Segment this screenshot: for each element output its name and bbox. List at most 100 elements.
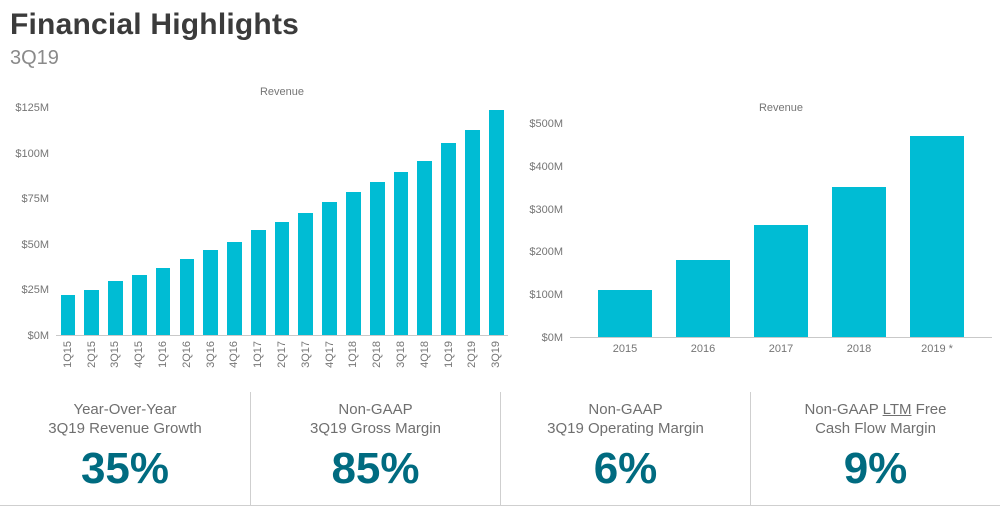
metric-label-line2: Cash Flow Margin xyxy=(815,420,936,438)
bar xyxy=(441,142,457,335)
x-slot: 2Q19 xyxy=(461,336,485,368)
metric-label-line1: Non-GAAP xyxy=(338,400,413,418)
x-tick-label: 1Q16 xyxy=(157,341,170,368)
x-tick-label: 4Q18 xyxy=(418,341,431,368)
metric-label-line1: Non-GAAP xyxy=(588,400,663,418)
metric-value: 35% xyxy=(80,443,170,493)
bar-slot xyxy=(294,108,318,335)
bar-slot xyxy=(175,108,199,335)
metric-label: Non-GAAP LTM Free Cash Flow Margin xyxy=(763,400,988,439)
bar-slot xyxy=(223,108,247,335)
x-slot: 2019 * xyxy=(898,338,976,355)
y-tick-label: $0M xyxy=(27,330,49,342)
bar-slot xyxy=(586,124,664,337)
metric-label-line2: 3Q19 Revenue Growth xyxy=(48,420,202,438)
bar xyxy=(832,186,886,337)
x-slot: 4Q15 xyxy=(127,336,151,368)
y-tick-label: $25M xyxy=(21,284,49,297)
bar-slot xyxy=(151,108,175,335)
metric-label-line2: 3Q19 Operating Margin xyxy=(547,420,704,438)
x-tick-label: 2Q19 xyxy=(466,341,479,368)
bar xyxy=(108,280,123,335)
bar xyxy=(346,191,361,335)
revenue-quarterly-chart: Revenue $125M $100M $75M $50M $25M $0M 1Q15 2Q… xyxy=(0,86,508,368)
bar xyxy=(417,160,433,335)
x-slot: 2015 xyxy=(586,338,664,355)
bar xyxy=(465,129,480,335)
bar-slot xyxy=(199,108,223,335)
y-tick-label: $0M xyxy=(541,332,563,344)
x-tick-label: 3Q16 xyxy=(204,341,217,368)
charts-row: Revenue $125M $100M $75M $50M $25M $0M 1Q15 2Q… xyxy=(0,86,1000,368)
bar-slot xyxy=(127,108,151,335)
metric-label: Non-GAAP 3Q19 Operating Margin xyxy=(513,400,738,439)
metric-label-ltm-underlined: LTM xyxy=(882,400,912,418)
bar-slot xyxy=(461,108,485,335)
x-tick-label: 2015 xyxy=(612,343,638,355)
bar xyxy=(322,202,338,335)
x-slot: 2Q17 xyxy=(270,336,294,368)
metric-label-line1-prefix: Non-GAAP xyxy=(804,400,883,418)
header: Financial Highlights 3Q19 xyxy=(0,8,1000,70)
x-axis: 1Q15 2Q15 3Q15 4Q15 1Q16 2Q16 3Q16 4Q16 1Q17 2Q17… xyxy=(56,336,508,368)
x-tick-label: 2Q15 xyxy=(85,341,98,368)
bar-slot xyxy=(104,108,128,335)
bar xyxy=(910,135,964,337)
y-axis: $125M $100M $75M $50M $25M $0M xyxy=(8,102,56,342)
x-slot: 1Q19 xyxy=(437,336,461,368)
y-tick-label: $400M xyxy=(529,160,563,173)
chart-title: Revenue xyxy=(259,86,305,98)
bar xyxy=(227,242,242,335)
bar xyxy=(369,182,385,335)
metric-free-cash-flow-margin: Non-GAAP LTM Free Cash Flow Margin 9% xyxy=(750,391,1000,506)
x-tick-label: 2017 xyxy=(768,343,794,355)
metric-label: Year-Over-Year 3Q19 Revenue Growth xyxy=(12,400,238,439)
bar-slot xyxy=(484,108,508,335)
x-slot: 2Q16 xyxy=(175,336,199,368)
y-tick-label: $500M xyxy=(529,118,563,130)
x-tick-label: 2Q16 xyxy=(180,341,193,368)
bar-slot xyxy=(80,108,104,335)
metric-label-line1: Year-Over-Year xyxy=(73,400,177,418)
bar-slot xyxy=(742,124,820,337)
metric-value: 85% xyxy=(331,443,420,493)
metric-operating-margin: Non-GAAP 3Q19 Operating Margin 6% xyxy=(500,391,750,506)
y-axis: $500M $400M $300M $200M $100M $0M xyxy=(514,118,570,344)
y-tick-label: $50M xyxy=(21,238,49,251)
bar xyxy=(179,258,195,335)
x-slot: 3Q17 xyxy=(294,336,318,368)
y-tick-label: $300M xyxy=(529,203,563,216)
bar xyxy=(84,289,100,335)
bars xyxy=(570,124,992,338)
bar-slot xyxy=(413,108,437,335)
bar xyxy=(598,290,652,337)
x-tick-label: 1Q17 xyxy=(252,341,265,368)
x-slot: 3Q15 xyxy=(104,336,128,368)
bar xyxy=(274,222,290,335)
bar-slot xyxy=(820,124,898,337)
y-tick-label: $125M xyxy=(15,102,49,114)
x-slot: 4Q16 xyxy=(223,336,247,368)
bar-slot xyxy=(664,124,742,337)
bar xyxy=(131,275,147,335)
bar xyxy=(393,171,409,335)
y-tick-label: $100M xyxy=(15,147,49,160)
metric-value: 9% xyxy=(843,443,908,493)
bar-slot xyxy=(342,108,366,335)
bars xyxy=(56,108,508,336)
metric-label: Non-GAAP 3Q19 Gross Margin xyxy=(263,400,488,439)
x-tick-label: 2Q18 xyxy=(371,341,384,368)
x-tick-label: 3Q17 xyxy=(299,341,312,368)
x-slot: 1Q15 xyxy=(56,336,80,368)
x-tick-label: 4Q17 xyxy=(323,341,336,368)
bar xyxy=(298,213,314,335)
x-tick-label: 3Q15 xyxy=(109,341,122,368)
chart-body: $500M $400M $300M $200M $100M $0M 2015 2016 201… xyxy=(514,118,992,355)
x-slot: 4Q18 xyxy=(413,336,437,368)
y-tick-label: $200M xyxy=(529,246,563,259)
bar-slot xyxy=(389,108,413,335)
x-tick-label: 1Q18 xyxy=(347,341,360,368)
page-title: Financial Highlights xyxy=(10,8,300,41)
x-tick-label: 3Q18 xyxy=(395,341,408,368)
metric-value: 6% xyxy=(593,443,658,493)
